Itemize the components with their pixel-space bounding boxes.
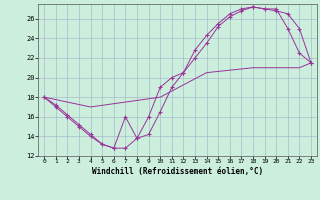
X-axis label: Windchill (Refroidissement éolien,°C): Windchill (Refroidissement éolien,°C): [92, 167, 263, 176]
